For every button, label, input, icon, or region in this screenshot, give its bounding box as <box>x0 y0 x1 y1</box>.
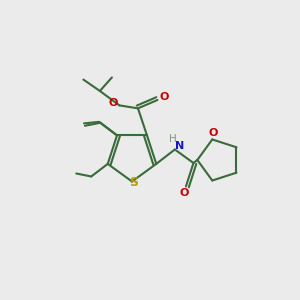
Text: O: O <box>208 128 218 138</box>
Text: S: S <box>129 176 138 189</box>
Text: O: O <box>109 98 118 108</box>
Text: O: O <box>159 92 169 102</box>
Text: H: H <box>169 134 177 144</box>
Text: N: N <box>175 142 184 152</box>
Text: O: O <box>180 188 189 198</box>
